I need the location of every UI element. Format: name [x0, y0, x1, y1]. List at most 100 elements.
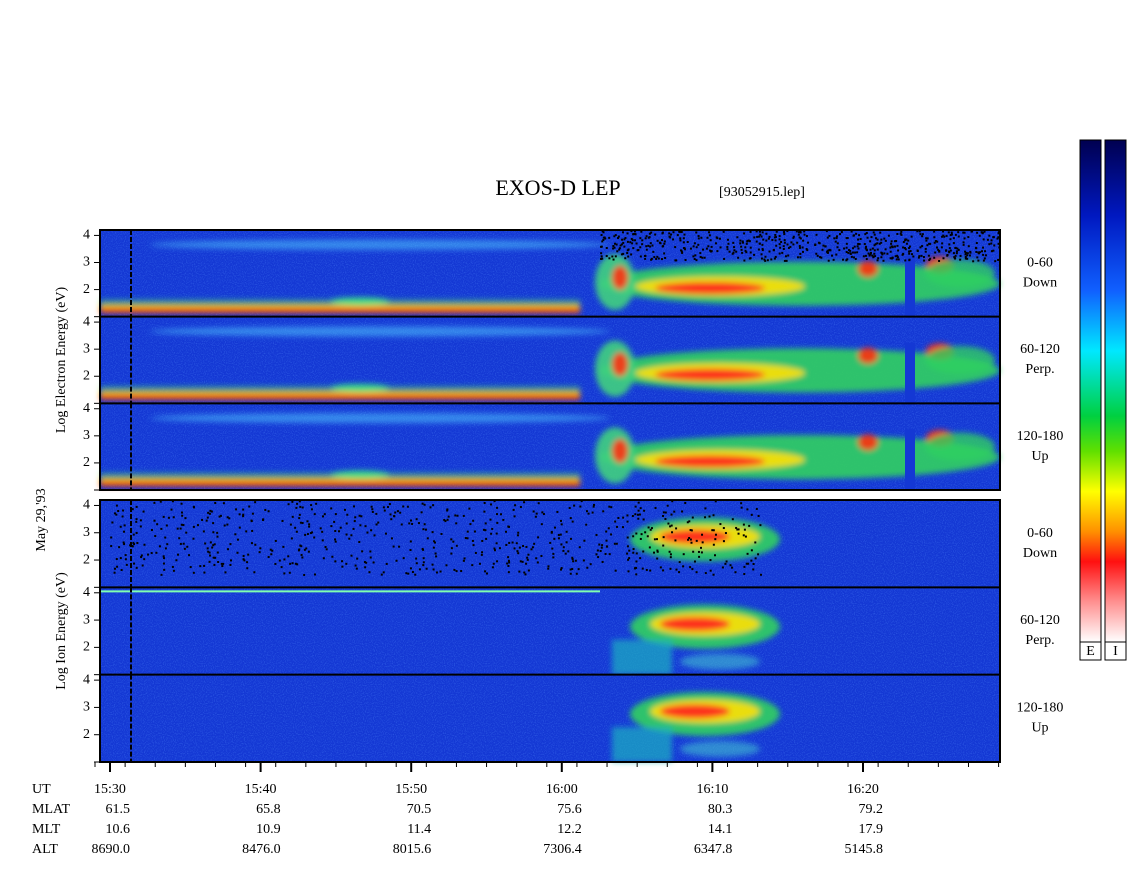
speckle: [697, 550, 700, 553]
spectrogram-feature: [925, 432, 995, 461]
speckle: [432, 546, 435, 549]
speckle: [704, 507, 707, 510]
speckle: [474, 551, 477, 554]
speckle: [836, 235, 839, 238]
speckle: [507, 556, 510, 559]
speckle: [945, 234, 948, 237]
speckle: [345, 533, 348, 536]
speckle: [852, 234, 855, 237]
speckle: [124, 558, 127, 561]
speckle: [492, 562, 495, 565]
speckle: [842, 258, 845, 261]
speckle: [571, 558, 574, 561]
speckle: [708, 234, 711, 237]
speckle: [485, 572, 488, 575]
speckle: [608, 236, 611, 239]
speckle: [737, 256, 740, 259]
speckle: [614, 255, 617, 258]
speckle: [661, 231, 664, 234]
speckle: [407, 572, 410, 575]
speckle: [526, 556, 529, 559]
speckle: [744, 535, 747, 538]
speckle: [113, 571, 116, 574]
speckle: [856, 245, 859, 248]
speckle: [828, 234, 831, 237]
speckle: [601, 257, 604, 260]
speckle: [216, 535, 219, 538]
speckle: [246, 567, 249, 570]
speckle: [192, 537, 195, 540]
speckle: [908, 252, 911, 255]
speckle: [496, 560, 499, 563]
speckle: [164, 547, 167, 550]
speckle: [571, 567, 574, 570]
speckle: [904, 239, 907, 242]
speckle: [624, 257, 627, 260]
speckle: [569, 568, 572, 571]
speckle: [593, 503, 596, 506]
spectrogram-feature: [612, 352, 628, 377]
speckle: [298, 500, 301, 503]
speckle: [724, 532, 727, 535]
speckle: [895, 240, 898, 243]
speckle: [471, 564, 474, 567]
y-tick-label: 3: [83, 341, 90, 356]
speckle: [422, 548, 425, 551]
speckle: [204, 542, 207, 545]
speckle: [746, 508, 749, 511]
speckle: [605, 545, 608, 548]
speckle: [705, 247, 708, 250]
speckle: [229, 543, 232, 546]
speckle: [703, 256, 706, 259]
speckle: [182, 524, 185, 527]
speckle: [799, 252, 802, 255]
speckle: [341, 560, 344, 563]
speckle: [764, 255, 767, 258]
speckle: [816, 254, 819, 257]
speckle: [569, 517, 572, 520]
speckle: [671, 500, 674, 503]
speckle: [600, 245, 603, 248]
speckle: [945, 249, 948, 252]
speckle: [780, 241, 783, 244]
speckle: [511, 541, 514, 544]
spectrogram-image: [100, 500, 1000, 588]
panel-direction-label: Up: [1031, 721, 1048, 736]
speckle: [663, 240, 666, 243]
speckle: [666, 504, 669, 507]
speckle: [908, 247, 911, 250]
speckle: [700, 546, 703, 549]
speckle: [637, 501, 640, 504]
speckle: [639, 237, 642, 240]
speckle: [170, 508, 173, 511]
spectrogram-feature: [100, 477, 580, 483]
speckle: [977, 259, 980, 262]
speckle: [452, 540, 455, 543]
speckle: [700, 551, 703, 554]
speckle: [135, 566, 138, 569]
speckle: [887, 234, 890, 237]
speckle: [772, 248, 775, 251]
speckle: [143, 543, 146, 546]
speckle: [983, 257, 986, 260]
speckle: [264, 508, 267, 511]
speckle: [600, 546, 603, 549]
spectrogram-feature: [330, 297, 390, 306]
speckle: [935, 246, 938, 249]
speckle: [210, 510, 213, 513]
speckle: [750, 549, 753, 552]
speckle: [633, 232, 636, 235]
speckle: [258, 551, 261, 554]
speckle: [659, 242, 662, 245]
speckle: [921, 233, 924, 236]
speckle: [304, 533, 307, 536]
speckle: [592, 505, 595, 508]
speckle: [635, 532, 638, 535]
speckle: [907, 239, 910, 242]
speckle: [571, 556, 574, 559]
speckle: [884, 239, 887, 242]
speckle: [447, 515, 450, 518]
speckle: [630, 237, 633, 240]
speckle: [880, 241, 883, 244]
speckle: [455, 522, 458, 525]
